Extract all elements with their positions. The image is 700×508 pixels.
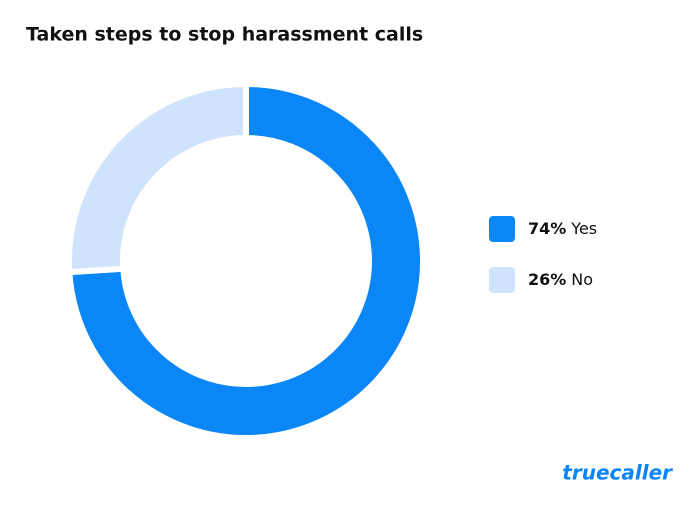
legend-label: 74% Yes: [528, 219, 597, 238]
donut-segment: [66, 80, 426, 441]
legend-swatch: [489, 216, 515, 242]
chart-title: Taken steps to stop harassment calls: [26, 24, 423, 46]
legend-category: No: [571, 270, 593, 289]
donut-segment: [66, 80, 249, 276]
plot: [66, 80, 426, 441]
legend-swatch: [489, 267, 515, 293]
logo: truecaller: [562, 461, 673, 485]
legend-value: 26%: [528, 270, 566, 289]
legend-value: 74%: [528, 219, 566, 238]
legend-category: Yes: [570, 219, 597, 238]
legend: 74% Yes 26% No: [489, 216, 597, 293]
legend-label: 26% No: [528, 270, 593, 289]
